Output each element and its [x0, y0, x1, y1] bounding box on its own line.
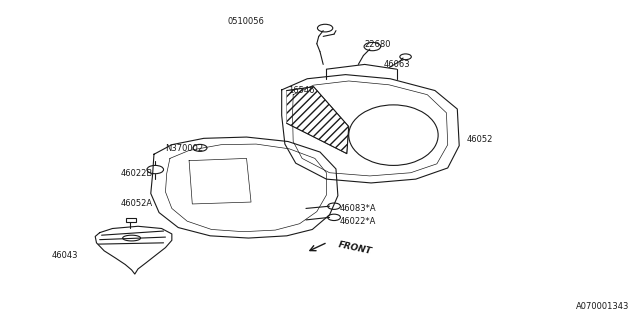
Text: 0510056: 0510056 [227, 17, 264, 26]
Text: FRONT: FRONT [338, 240, 373, 256]
Text: 46052A: 46052A [121, 199, 153, 208]
Text: 46043: 46043 [52, 251, 78, 260]
Text: 46083*A: 46083*A [339, 204, 376, 213]
Text: 46022B: 46022B [121, 169, 153, 178]
Text: A070001343: A070001343 [577, 302, 630, 311]
Text: 16546: 16546 [288, 86, 315, 95]
Text: N370002: N370002 [166, 144, 204, 153]
Text: 46052: 46052 [467, 135, 493, 144]
Text: 46063: 46063 [384, 60, 410, 69]
Text: 22680: 22680 [365, 40, 391, 49]
Text: 46022*A: 46022*A [339, 217, 376, 226]
